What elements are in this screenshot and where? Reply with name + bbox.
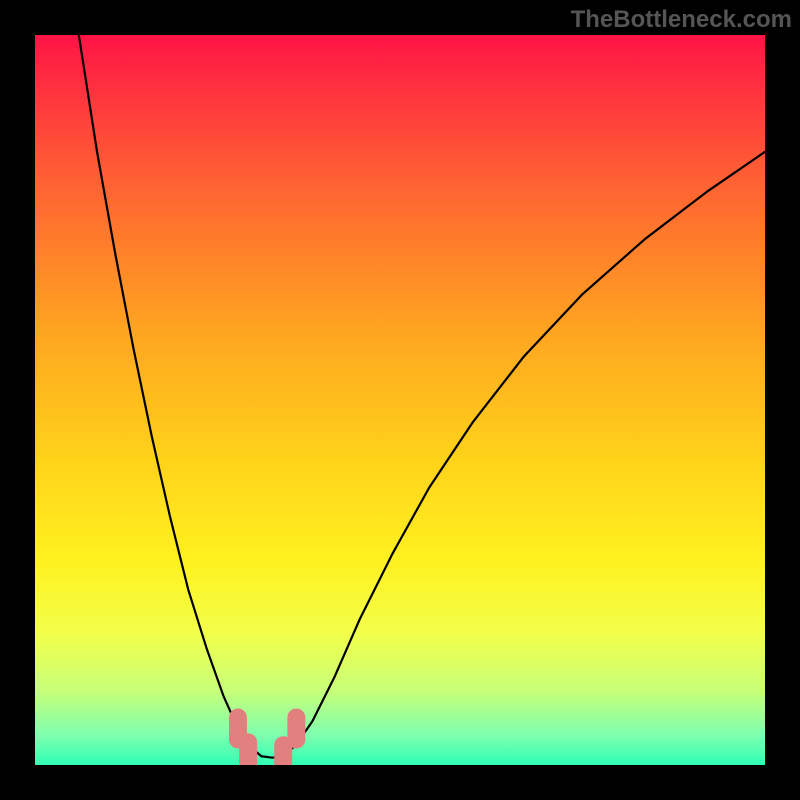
plot-area — [35, 35, 765, 765]
chart-stage: TheBottleneck.com — [0, 0, 800, 800]
highlight-marker — [287, 709, 305, 749]
highlight-marker — [239, 733, 257, 765]
watermark-text: TheBottleneck.com — [571, 6, 792, 34]
plot-svg — [35, 35, 765, 765]
